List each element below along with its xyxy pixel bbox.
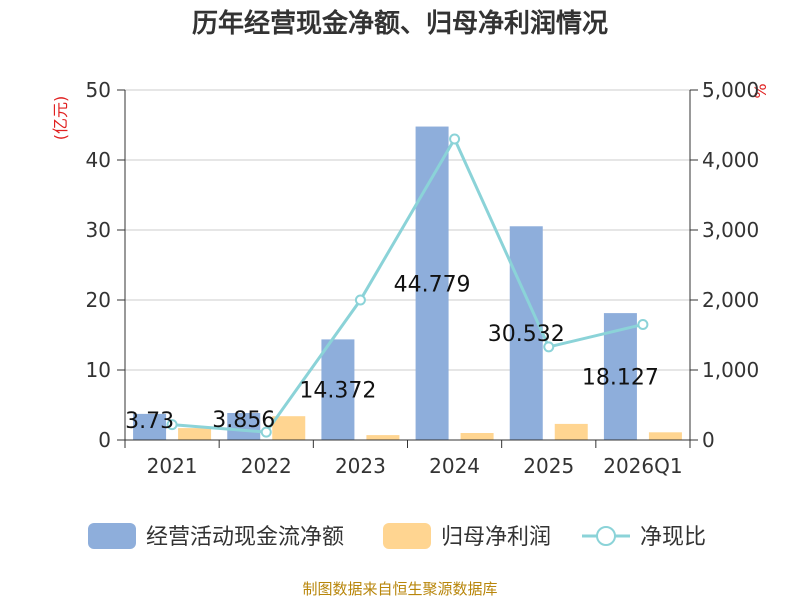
right-tick-label: 3,000	[702, 218, 759, 242]
left-tick-label: 20	[86, 288, 111, 312]
ratio-point	[166, 419, 178, 431]
left-tick-label: 0	[98, 428, 111, 452]
bar-cashflow	[321, 339, 355, 440]
left-tick-label: 30	[86, 218, 111, 242]
data-label: 18.127	[582, 366, 659, 391]
data-label: 44.779	[394, 272, 471, 297]
ratio-point	[637, 319, 649, 330]
x-tick-label: 2021	[147, 454, 198, 478]
ratio-line-path	[171, 135, 644, 434]
x-tick-label: 2025	[523, 454, 574, 478]
left-tick-label: 40	[86, 148, 111, 172]
x-tick-label: 2026Q1	[603, 454, 682, 478]
ratio-point	[543, 341, 555, 353]
data-label: 3.73	[125, 409, 174, 434]
right-tick-label: 5,000	[702, 78, 759, 102]
legend-label: 经营活动现金流净额	[146, 525, 344, 550]
legend-label: 净现比	[640, 525, 706, 550]
bar-profit	[366, 435, 400, 440]
right-tick-label: 0	[702, 428, 715, 452]
ratio-line	[166, 133, 649, 438]
legend-swatch	[383, 523, 431, 549]
data-label: 30.532	[488, 322, 565, 347]
bar-profit	[554, 423, 588, 440]
bar-cashflow	[509, 226, 543, 440]
left-tick-label: 50	[86, 78, 111, 102]
ratio-point	[354, 294, 366, 306]
ratio-point	[449, 133, 461, 145]
right-tick-label: 1,000	[702, 358, 759, 382]
bar-profit	[460, 433, 494, 440]
bar-cashflow	[133, 413, 167, 440]
legend-swatch	[88, 523, 136, 549]
chart-title: 历年经营现金净额、归母净利润情况	[192, 8, 608, 39]
data-label: 14.372	[299, 379, 376, 404]
x-tick-label: 2023	[335, 454, 386, 478]
bar-profit	[272, 416, 306, 440]
data-label: 3.856	[212, 408, 275, 433]
bar-profit	[648, 432, 682, 440]
bar-profit	[178, 428, 212, 440]
left-tick-label: 10	[86, 358, 111, 382]
legend: 经营活动现金流净额 归母净利润 净现比	[88, 523, 706, 550]
right-tick-label: 2,000	[702, 288, 759, 312]
legend-marker	[596, 526, 616, 546]
ratio-point	[260, 426, 272, 438]
x-tick-label: 2022	[241, 454, 292, 478]
axes: 0 10 20 30 40 50 0 1,000 2,000 3,000 4,000 5,000 202…	[86, 78, 760, 478]
right-axis-unit: %	[751, 83, 770, 98]
x-tick-label: 2024	[429, 454, 480, 478]
source-note: 制图数据来自恒生聚源数据库	[302, 580, 497, 598]
left-axis-unit: (亿元)	[51, 96, 70, 141]
legend-label: 归母净利润	[441, 525, 551, 550]
data-labels: 3.73 3.856 14.372 44.779 30.532 18.127	[125, 272, 659, 434]
bar-cashflow	[603, 313, 637, 440]
bars	[133, 126, 682, 440]
bar-cashflow	[227, 413, 261, 440]
right-tick-label: 4,000	[702, 148, 759, 172]
